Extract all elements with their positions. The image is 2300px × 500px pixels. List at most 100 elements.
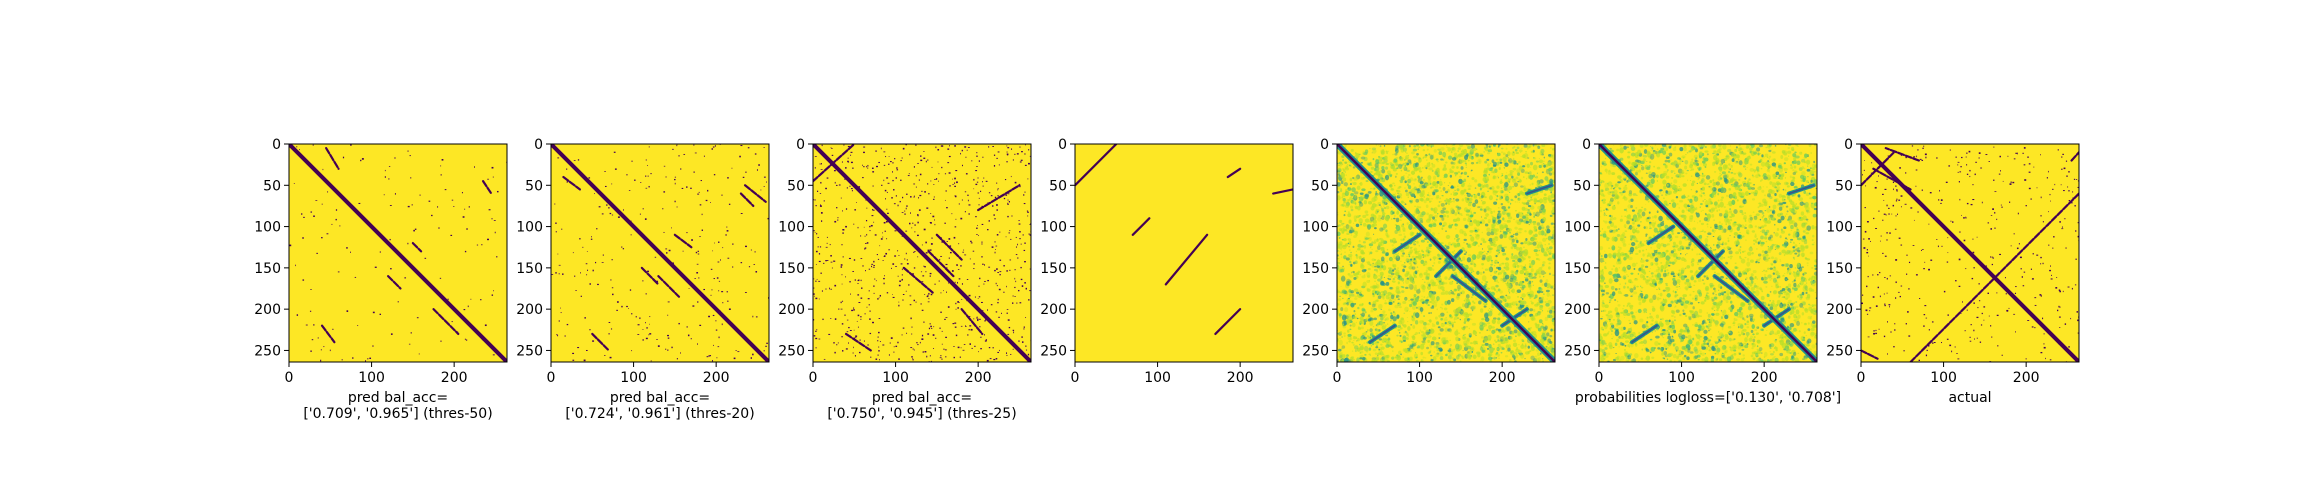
contact-speck bbox=[906, 193, 908, 195]
probability-blob bbox=[1533, 198, 1538, 204]
probability-blob bbox=[1427, 291, 1432, 296]
probability-blob bbox=[1448, 323, 1452, 326]
probability-blob bbox=[1470, 263, 1473, 265]
contact-speck bbox=[390, 333, 393, 335]
probability-blob bbox=[1414, 260, 1418, 264]
probability-blob bbox=[1452, 348, 1455, 352]
probability-blob bbox=[1408, 223, 1413, 230]
heatmap-content bbox=[1599, 144, 1817, 362]
probability-blob bbox=[1532, 358, 1538, 362]
probability-blob bbox=[1494, 339, 1496, 342]
probability-blob bbox=[1351, 182, 1353, 184]
probability-blob bbox=[1520, 280, 1523, 284]
contact-speck bbox=[994, 218, 997, 220]
probability-blob bbox=[1495, 275, 1498, 280]
contact-speck bbox=[825, 260, 828, 262]
probability-blob bbox=[1435, 341, 1440, 345]
probability-blob bbox=[1337, 358, 1340, 362]
probability-blob bbox=[1383, 277, 1385, 279]
contact-speck bbox=[852, 167, 854, 169]
contact-speck bbox=[957, 301, 959, 303]
probability-blob bbox=[1514, 270, 1518, 275]
probability-blob bbox=[1517, 296, 1519, 298]
contact-speck bbox=[755, 316, 758, 318]
probability-blob bbox=[1359, 292, 1361, 294]
contact-speck bbox=[309, 310, 312, 312]
probability-blob bbox=[1503, 167, 1505, 168]
contact-speck bbox=[1010, 238, 1012, 240]
probability-blob bbox=[1448, 278, 1451, 280]
probability-blob bbox=[1448, 356, 1450, 359]
probability-blob bbox=[1531, 277, 1534, 279]
probability-blob bbox=[1409, 345, 1414, 349]
probability-blob bbox=[1425, 219, 1431, 223]
probability-blob bbox=[1425, 159, 1428, 162]
probability-blob bbox=[1432, 214, 1434, 216]
contact-speck bbox=[888, 354, 890, 356]
contact-segment bbox=[1075, 144, 1118, 187]
contact-speck bbox=[917, 215, 919, 217]
contact-speck bbox=[877, 340, 879, 342]
contact-speck bbox=[862, 177, 864, 179]
contact-speck bbox=[857, 283, 859, 284]
contact-speck bbox=[491, 166, 494, 169]
probability-blob bbox=[1377, 291, 1381, 296]
contact-speck bbox=[987, 309, 989, 311]
probability-blob bbox=[1381, 216, 1385, 220]
probability-blob bbox=[1402, 238, 1405, 241]
probability-blob bbox=[1544, 233, 1547, 237]
contact-speck bbox=[940, 292, 942, 294]
probability-blob bbox=[1479, 187, 1482, 191]
probability-blob bbox=[1370, 285, 1375, 289]
probability-blob bbox=[1466, 144, 1470, 147]
probability-blob bbox=[1371, 224, 1375, 228]
probability-blob bbox=[1479, 153, 1483, 156]
probability-blob bbox=[1399, 144, 1404, 147]
probability-blob bbox=[1467, 301, 1471, 305]
probability-blob bbox=[1481, 200, 1486, 205]
contact-speck bbox=[851, 309, 853, 312]
probability-blob bbox=[1540, 148, 1545, 154]
probability-blob bbox=[1692, 290, 1695, 293]
probability-blob bbox=[1519, 228, 1521, 230]
probability-blob bbox=[1377, 295, 1382, 299]
probability-blob bbox=[1436, 284, 1438, 286]
y-tick-label: 100 bbox=[778, 220, 805, 236]
contact-speck bbox=[858, 351, 861, 354]
probability-blob bbox=[1528, 265, 1532, 269]
contact-segment bbox=[432, 308, 460, 336]
probability-blob bbox=[1361, 198, 1364, 201]
contact-speck bbox=[837, 217, 839, 219]
probability-blob bbox=[1537, 196, 1539, 198]
contact-speck bbox=[947, 306, 950, 308]
probability-blob bbox=[1392, 264, 1395, 268]
contact-speck bbox=[995, 245, 998, 247]
contact-speck bbox=[894, 255, 897, 257]
probability-blob bbox=[1399, 295, 1401, 298]
contact-speck bbox=[579, 272, 581, 274]
probability-blob bbox=[1457, 206, 1462, 210]
probability-blob bbox=[1488, 324, 1493, 330]
probability-blob bbox=[1445, 210, 1449, 214]
probability-blob bbox=[1424, 164, 1428, 169]
contact-speck bbox=[814, 295, 815, 297]
probability-blob bbox=[1373, 233, 1375, 235]
contact-speck bbox=[995, 311, 998, 313]
probability-blob bbox=[1375, 282, 1378, 284]
probability-blob bbox=[1414, 208, 1419, 215]
contact-speck bbox=[428, 200, 431, 202]
probability-blob bbox=[1338, 162, 1340, 165]
probability-blob bbox=[1487, 334, 1492, 341]
probability-blob bbox=[1461, 198, 1465, 202]
probability-blob bbox=[1502, 253, 1505, 256]
probability-blob bbox=[1544, 282, 1548, 288]
probability-blob bbox=[1500, 151, 1504, 154]
probability-blob bbox=[1497, 281, 1500, 284]
contact-speck bbox=[856, 202, 857, 203]
probability-blob bbox=[1360, 350, 1364, 354]
probability-blob bbox=[1445, 161, 1448, 164]
probability-blob bbox=[1431, 227, 1433, 229]
contact-speck bbox=[841, 161, 843, 163]
contact-speck bbox=[611, 259, 613, 261]
contact-speck bbox=[961, 164, 963, 167]
